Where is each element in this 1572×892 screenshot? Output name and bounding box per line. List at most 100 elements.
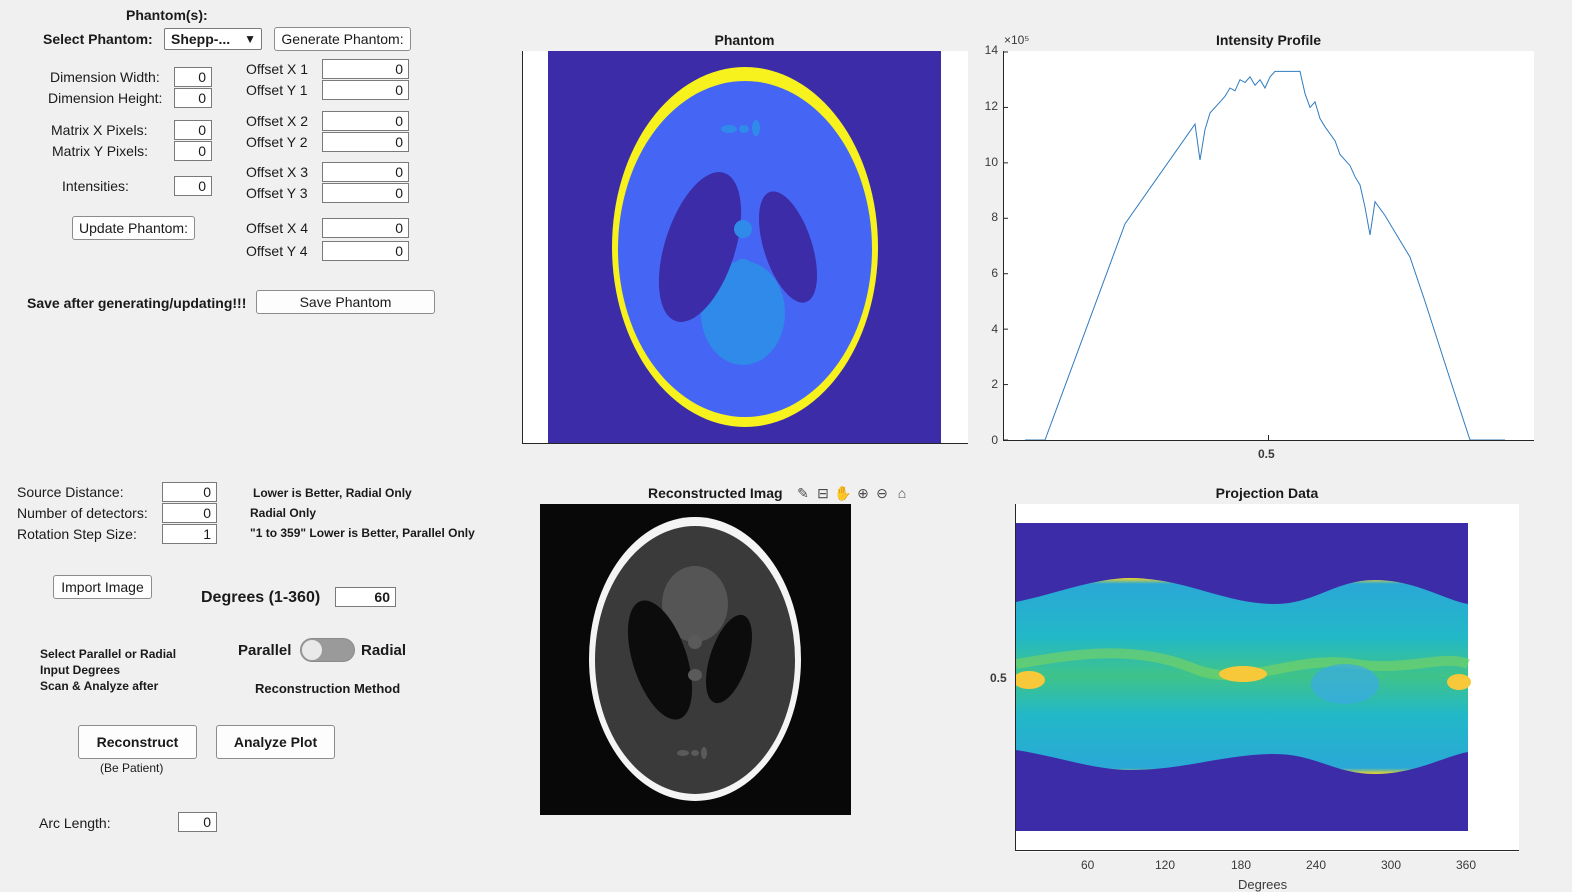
offset-y1-field[interactable] (322, 80, 409, 100)
arc-length-field[interactable] (178, 812, 217, 832)
matrix-x-field[interactable] (174, 120, 212, 140)
pan-icon[interactable]: ✋ (834, 485, 852, 501)
recon-left-ventricle (627, 600, 693, 720)
offset-x4-label: Offset X 4 (246, 220, 308, 236)
y-tick-12: 12 (984, 99, 998, 113)
small-circle-2 (734, 259, 752, 275)
degrees-field[interactable] (335, 587, 396, 607)
projection-title: Projection Data (1215, 485, 1319, 501)
small-circle-1 (734, 220, 752, 238)
source-distance-note: Lower is Better, Radial Only (253, 486, 412, 500)
projection-x-tick: 60 (1081, 858, 1095, 872)
offset-x1-field[interactable] (322, 59, 409, 79)
matrix-x-label: Matrix X Pixels: (51, 122, 148, 138)
offset-y3-label: Offset Y 3 (246, 185, 308, 201)
source-distance-field[interactable] (162, 482, 217, 502)
intensities-field[interactable] (174, 176, 212, 196)
recon-small-circle-1 (688, 635, 702, 649)
phantom-dropdown-value: Shepp-... (171, 31, 231, 47)
generate-phantom-button[interactable]: Generate Phantom: (274, 27, 411, 51)
projection-x-label: Degrees (1238, 877, 1288, 892)
projection-x-tick: 360 (1456, 858, 1477, 872)
dimension-height-field[interactable] (174, 88, 212, 108)
reconstructed-image[interactable] (540, 504, 851, 815)
offset-y4-label: Offset Y 4 (246, 243, 308, 259)
reconstruct-note: (Be Patient) (100, 761, 164, 775)
reconstruct-button[interactable]: Reconstruct (78, 725, 197, 759)
datatip-icon[interactable]: ⊟ (817, 485, 829, 501)
small-dot-1 (721, 125, 737, 133)
brush-icon[interactable]: ✎ (797, 485, 809, 501)
recon-upper-ellipse (662, 566, 728, 642)
home-icon[interactable]: ⌂ (897, 485, 907, 501)
recon-brain (595, 526, 795, 794)
instruction-line: Scan & Analyze after (40, 679, 159, 693)
offset-x1-label: Offset X 1 (246, 61, 308, 77)
toggle-left-label: Parallel (238, 642, 292, 659)
phantom-title: Phantom (714, 32, 775, 48)
detectors-field[interactable] (162, 503, 217, 523)
offset-x4-field[interactable] (322, 218, 409, 238)
intensity-exponent-label: ×10⁵ (1004, 33, 1030, 47)
projection-x-tick: 300 (1381, 858, 1402, 872)
y-tick-10: 10 (984, 155, 998, 169)
recon-right-ventricle (706, 614, 752, 704)
instruction-line: Input Degrees (40, 663, 121, 677)
y-tick-0: 0 (991, 433, 998, 447)
offset-y3-field[interactable] (322, 183, 409, 203)
projection-image[interactable] (1015, 504, 1519, 852)
y-tick-14: 14 (984, 43, 998, 57)
y-tick-4: 4 (991, 322, 998, 336)
dimension-width-label: Dimension Width: (50, 69, 160, 85)
offset-x2-label: Offset X 2 (246, 113, 308, 129)
source-distance-label: Source Distance: (17, 484, 124, 500)
dimension-width-field[interactable] (174, 67, 212, 87)
save-note: Save after generating/updating!!! (27, 295, 247, 311)
y-tick-6: 6 (991, 266, 998, 280)
chevron-down-icon: ▼ (244, 32, 256, 46)
reconstruction-method-switch[interactable] (300, 638, 355, 662)
offset-y2-field[interactable] (322, 132, 409, 152)
switch-knob (301, 639, 323, 661)
zoom-out-icon[interactable]: ⊖ (876, 485, 888, 501)
offset-y2-label: Offset Y 2 (246, 134, 308, 150)
offset-x2-field[interactable] (322, 111, 409, 131)
analyze-plot-button[interactable]: Analyze Plot (216, 725, 335, 759)
intensity-plot[interactable] (1003, 51, 1534, 441)
offset-x3-label: Offset X 3 (246, 164, 308, 180)
phantom-dropdown[interactable]: Shepp-... ▼ (164, 28, 262, 50)
left-ventricle (658, 172, 742, 322)
instructions-text: Select Parallel or Radial Input Degrees … (40, 646, 176, 694)
update-phantom-button[interactable]: Update Phantom: (72, 216, 195, 240)
degrees-label: Degrees (1-360) (201, 589, 321, 606)
lower-ellipse (701, 261, 785, 365)
intensity-line (1025, 70, 1505, 441)
offset-y1-label: Offset Y 1 (246, 82, 308, 98)
intensities-label: Intensities: (62, 178, 129, 194)
zoom-in-icon[interactable]: ⊕ (857, 485, 869, 501)
offset-x3-field[interactable] (322, 162, 409, 182)
import-image-button[interactable]: Import Image (53, 575, 152, 599)
matrix-y-field[interactable] (174, 141, 212, 161)
matrix-y-label: Matrix Y Pixels: (52, 143, 148, 159)
reconstructed-title: Reconstructed Imag (648, 485, 783, 501)
instruction-line: Select Parallel or Radial (40, 647, 177, 661)
intensity-title: Intensity Profile (1215, 32, 1322, 48)
y-tick-8: 8 (991, 210, 998, 224)
reconstruction-method-label: Reconstruction Method (255, 681, 401, 696)
detectors-note: Radial Only (250, 506, 317, 520)
right-ventricle (758, 191, 818, 303)
rotation-step-field[interactable] (162, 524, 217, 544)
recon-small-circle-2 (688, 669, 702, 681)
rotation-step-label: Rotation Step Size: (17, 526, 137, 542)
phantom-image[interactable] (522, 51, 968, 444)
sinogram-hotspot-left (1015, 671, 1045, 689)
toggle-right-label: Radial (361, 642, 407, 659)
projection-x-tick: 180 (1231, 858, 1252, 872)
save-phantom-button[interactable]: Save Phantom (256, 290, 435, 314)
recon-dot-3 (701, 747, 707, 759)
intensity-axes-bg (1003, 51, 1534, 441)
offset-y4-field[interactable] (322, 241, 409, 261)
rotation-step-note: "1 to 359" Lower is Better, Parallel Onl… (250, 526, 475, 540)
detectors-label: Number of detectors: (17, 505, 148, 521)
